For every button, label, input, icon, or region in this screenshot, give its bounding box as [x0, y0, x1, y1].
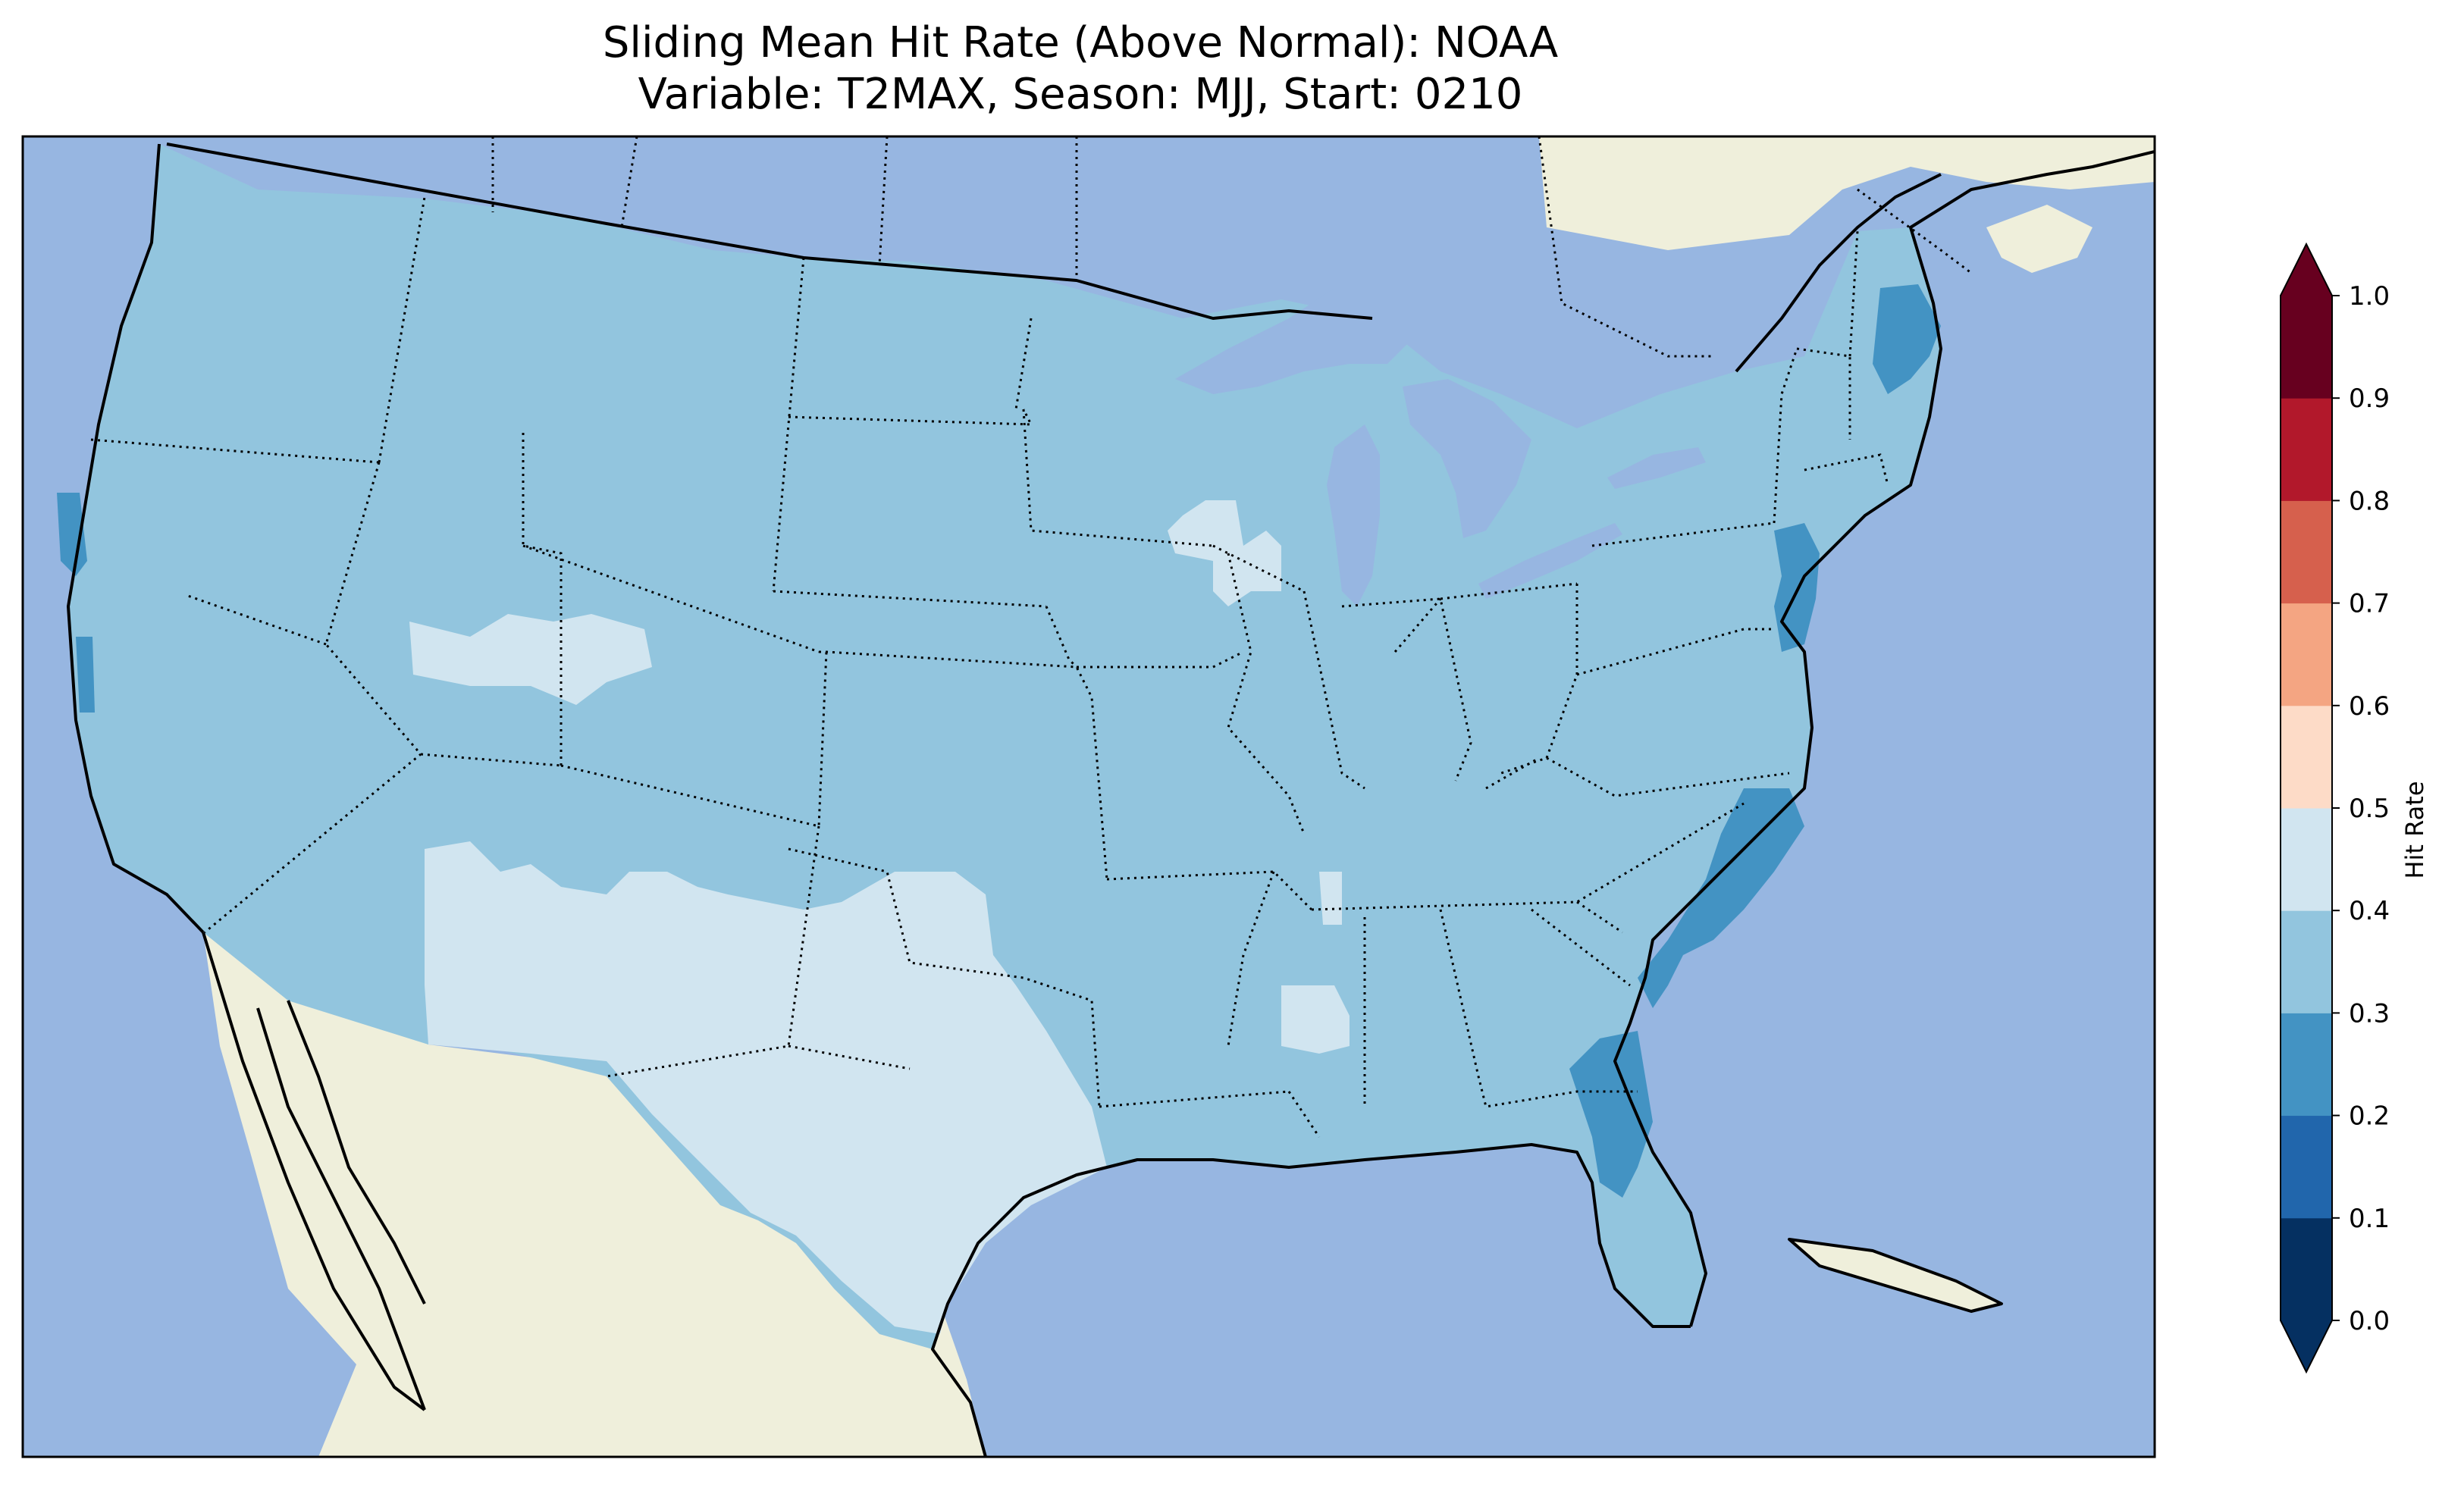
colorbar-bin [2281, 1115, 2332, 1219]
coastline-west [67, 143, 205, 934]
land-mexico [203, 932, 986, 1457]
coastline-gulf [931, 1143, 1691, 1457]
colorbar-bin [2281, 705, 2332, 809]
region-mississippi-north [1319, 872, 1342, 925]
land-baja [208, 940, 425, 1410]
lake-winnipeg [940, 140, 986, 220]
map-frame [21, 135, 2156, 1458]
colorbar-tick-label: 0.7 [2349, 589, 2390, 619]
colorbar: 0.0 0.1 0.2 0.3 0.4 0.5 0.6 0.7 0.8 0.9 1.0 [2280, 242, 2390, 1374]
coastline-cuba [1788, 1238, 2003, 1313]
colorbar-tick-label: 0.9 [2349, 384, 2390, 414]
region-georgia-florida [1569, 1031, 1653, 1198]
colorbar-bin [2281, 1013, 2332, 1117]
colorbar-bin [2281, 398, 2332, 501]
lake-superior [1175, 280, 1410, 394]
colorbar-tick-label: 0.5 [2349, 794, 2390, 824]
colorbar-bin [2281, 808, 2332, 911]
region-california-coast-2 [76, 637, 95, 713]
title-line-1: Sliding Mean Hit Rate (Above Normal): NO… [602, 18, 1559, 67]
colorbar-bin [2281, 500, 2332, 604]
lake-huron [1403, 379, 1531, 538]
colorbar-bin [2281, 296, 2332, 399]
colorbar-label: Hit Rate [2400, 781, 2429, 879]
colorbar-tick-label: 1.0 [2349, 281, 2390, 312]
coastline-st-lawrence [1735, 173, 1942, 373]
colorbar-tick-label: 0.8 [2349, 486, 2390, 516]
colorbar-bin [2281, 910, 2332, 1013]
region-maine [1873, 284, 1941, 394]
region-carolinas [1638, 788, 1804, 1008]
title-line-2: Variable: T2MAX, Season: MJJ, Start: 021… [638, 70, 1523, 119]
region-wisconsin [1168, 500, 1281, 606]
colorbar-tick-label: 0.6 [2349, 691, 2390, 722]
colorbar-extend-high [2281, 244, 2332, 296]
colorbar-bin [2281, 603, 2332, 706]
region-mississippi [1281, 985, 1350, 1054]
colorbar-tick-label: 0.2 [2349, 1101, 2390, 1132]
coastline-baja-east [256, 1007, 426, 1411]
colorbar-tick-label: 0.0 [2349, 1306, 2390, 1336]
coastline-east [1613, 150, 2155, 1327]
colorbar-tick-label: 0.3 [2349, 998, 2390, 1029]
coastline-mexico-east [287, 1000, 426, 1305]
land-canada [167, 136, 2155, 250]
region-southwest [425, 841, 1107, 1334]
region-nv-ut [409, 614, 652, 705]
lake-ontario [1607, 447, 1706, 489]
colorbar-bin [2281, 1217, 2332, 1321]
land-atlantic-canada [1986, 205, 2093, 273]
colorbar-tick-label: 0.1 [2349, 1204, 2390, 1234]
map-panel [23, 136, 2155, 1457]
coastline-baja [202, 932, 426, 1411]
region-california-coast [57, 493, 87, 576]
lake-erie [1478, 523, 1622, 599]
lake-michigan [1327, 424, 1380, 606]
state-borders [90, 136, 1972, 1138]
colorbar-extend-low [2281, 1320, 2332, 1372]
colorbar-tick-label: 0.4 [2349, 896, 2390, 926]
region-new-jersey [1774, 523, 1820, 652]
